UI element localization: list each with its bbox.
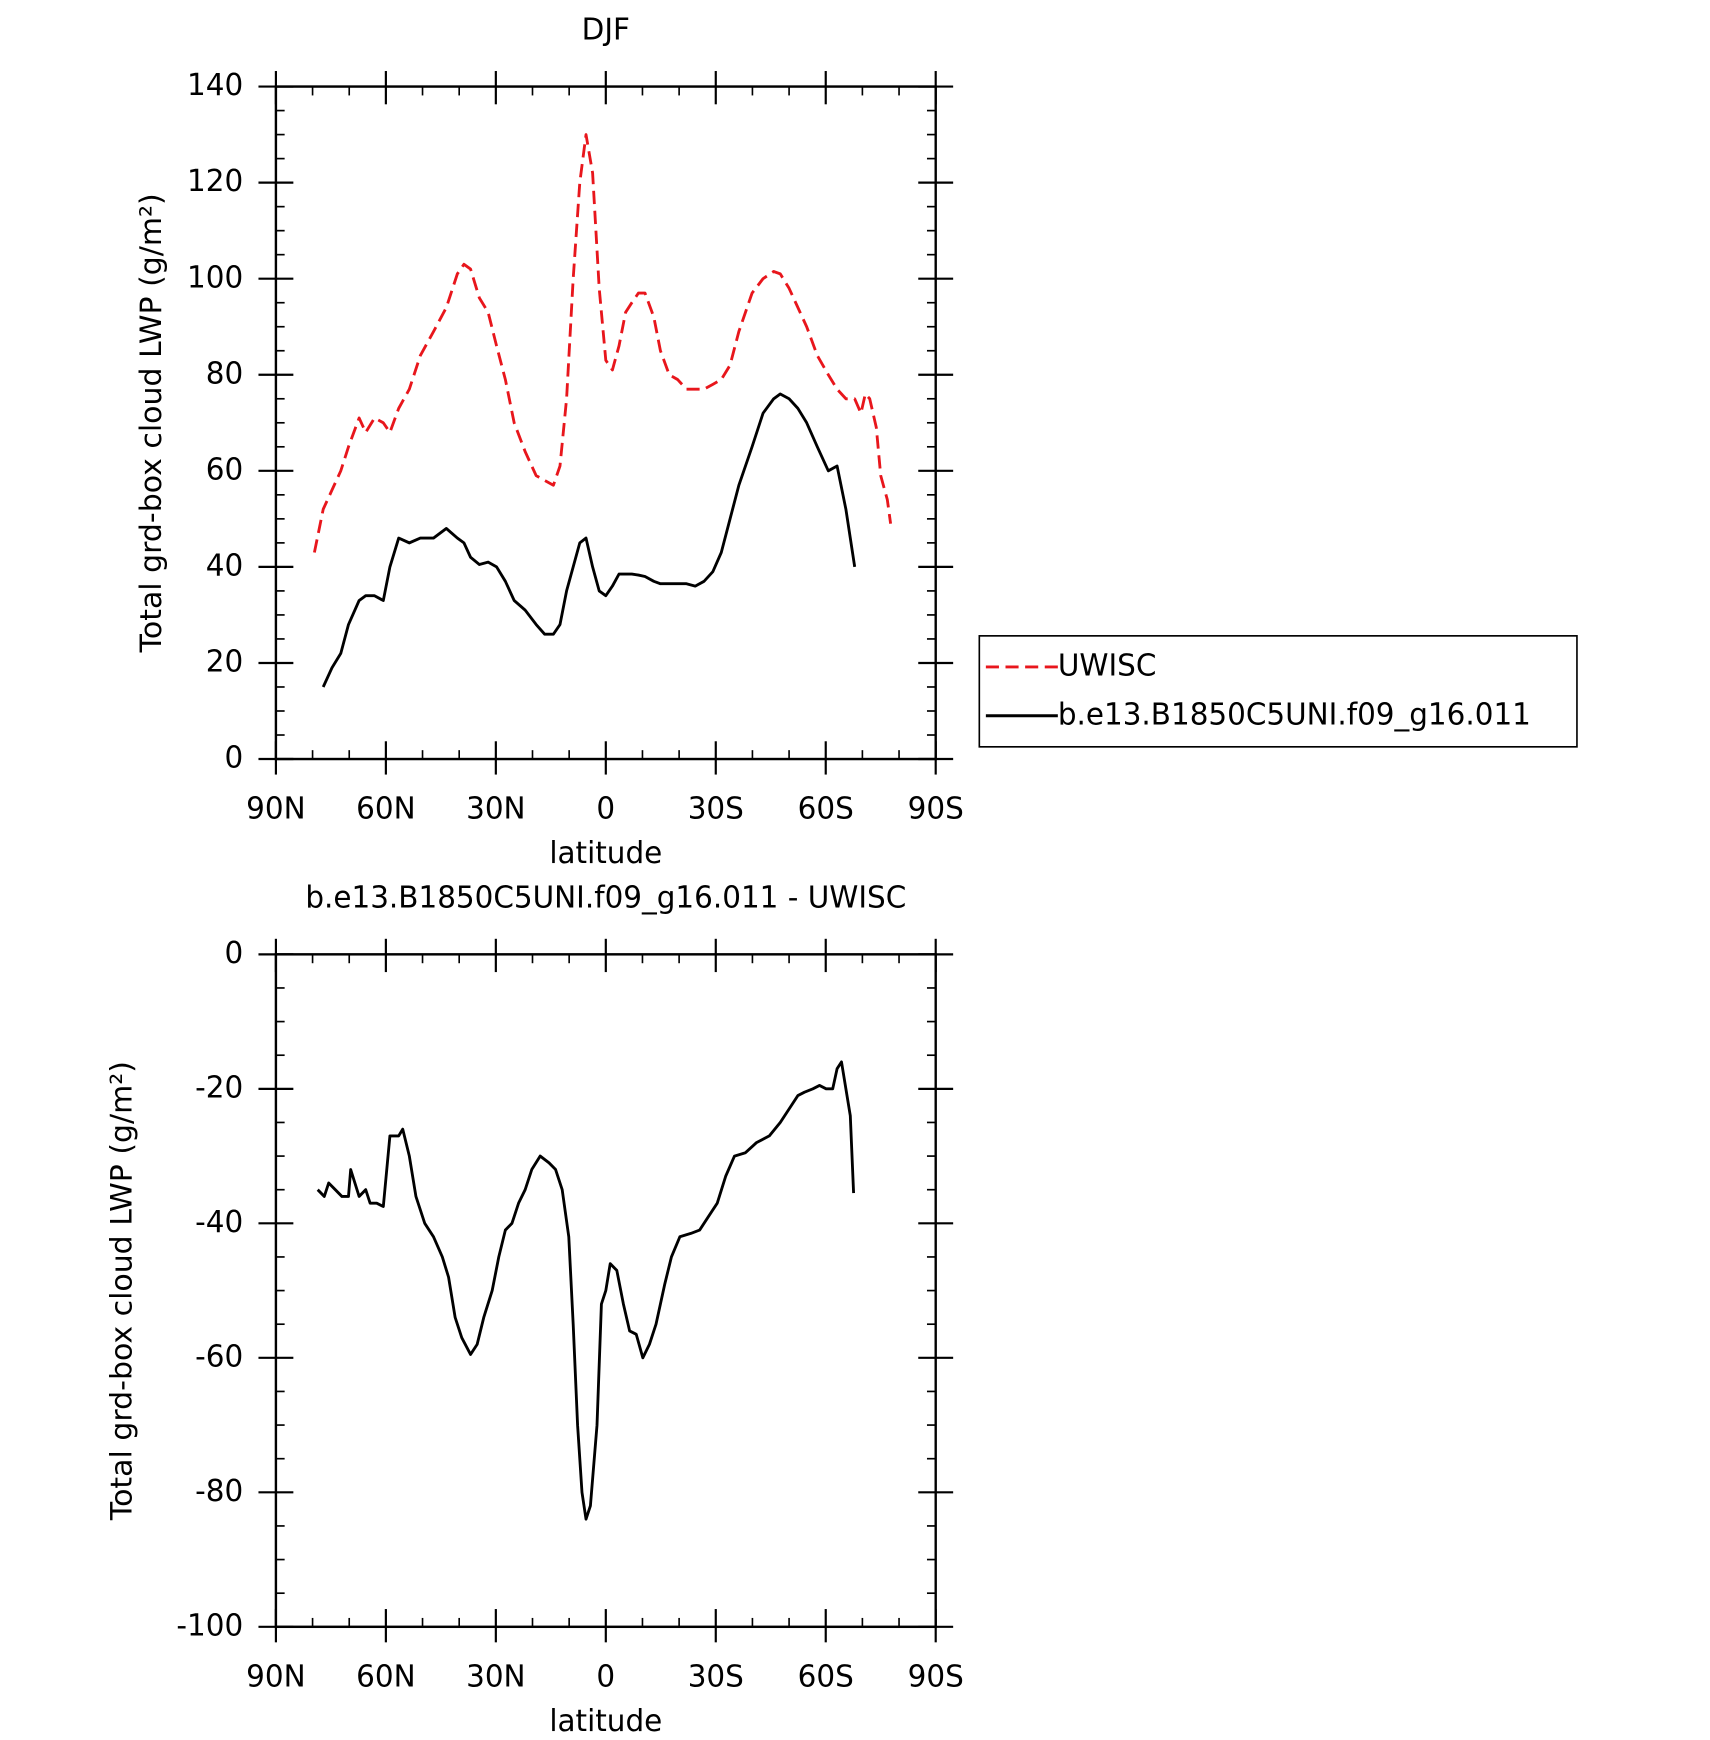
y-tick-label: 120 (187, 164, 243, 199)
y-tick-label: 140 (187, 68, 243, 103)
y-tick-label: 0 (224, 936, 243, 971)
chart-title: b.e13.B1850C5UNI.f09_g16.011 - UWISC (305, 880, 906, 915)
data-line (313, 133, 893, 553)
chart-title: DJF (582, 12, 630, 47)
y-tick-label: -60 (195, 1339, 243, 1374)
data-line (321, 392, 857, 688)
legend-label: UWISC (1058, 648, 1157, 683)
x-tick-label: 90S (908, 791, 964, 826)
plot-frame (274, 953, 937, 1629)
x-tick-label: 60S (798, 1659, 854, 1694)
x-tick-label: 60N (356, 791, 415, 826)
y-tick-label: -20 (195, 1070, 243, 1105)
y-tick-label: 80 (206, 356, 243, 391)
x-tick-label: 90N (246, 791, 305, 826)
x-tick-label: 30N (466, 791, 525, 826)
x-tick-label: 30S (688, 1659, 744, 1694)
x-tick-label: 60S (798, 791, 854, 826)
y-axis-title: Total grd-box cloud LWP (g/m²) (134, 193, 169, 653)
x-tick-label: 90S (908, 1659, 964, 1694)
y-tick-label: 0 (224, 740, 243, 775)
y-axis-title: Total grd-box cloud LWP (g/m²) (105, 1061, 140, 1521)
legend-box (978, 635, 1578, 748)
x-tick-label: 60N (356, 1659, 415, 1694)
x-tick-label: 0 (596, 791, 615, 826)
plot-frame (274, 85, 937, 761)
y-tick-label: 40 (206, 548, 243, 583)
y-tick-label: -80 (195, 1474, 243, 1509)
x-tick-label: 90N (246, 1659, 305, 1694)
x-axis-title: latitude (549, 1704, 662, 1739)
y-tick-label: 20 (206, 644, 243, 679)
y-tick-label: 100 (187, 260, 243, 295)
x-tick-label: 30S (688, 791, 744, 826)
x-tick-label: 30N (466, 1659, 525, 1694)
y-tick-label: 60 (206, 452, 243, 487)
legend-label: b.e13.B1850C5UNI.f09_g16.011 (1058, 697, 1531, 732)
x-tick-label: 0 (596, 1659, 615, 1694)
x-axis-title: latitude (549, 836, 662, 871)
y-tick-label: -40 (195, 1205, 243, 1240)
data-line (316, 1060, 856, 1521)
y-tick-label: -100 (176, 1608, 243, 1643)
